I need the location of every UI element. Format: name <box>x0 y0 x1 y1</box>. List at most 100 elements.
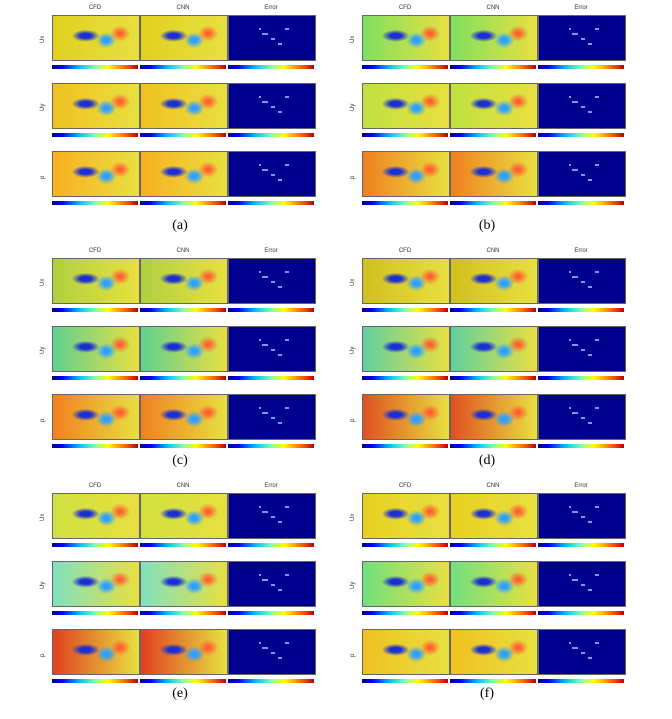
column-title: Error <box>574 248 588 254</box>
error-speckle <box>262 412 264 414</box>
error-speckle <box>278 422 280 424</box>
error-speckle <box>280 286 282 288</box>
error-speckle <box>280 111 282 113</box>
colorbar <box>538 611 624 615</box>
error-speckle <box>574 101 576 103</box>
subfigure-b: CFD CNN Error Ux Uy p <box>350 5 640 210</box>
error-speckle <box>572 344 574 346</box>
error-speckle <box>569 407 571 409</box>
flow-field-map <box>140 15 228 61</box>
error-speckle <box>595 506 597 508</box>
error-speckle <box>287 271 289 273</box>
flow-field-map <box>450 326 538 372</box>
colorbar <box>52 444 138 448</box>
error-speckle <box>278 179 280 181</box>
error-speckle <box>271 281 273 283</box>
error-speckle <box>597 164 599 166</box>
colorbar <box>362 201 448 205</box>
flow-field-map <box>140 561 228 607</box>
error-speckle <box>271 349 273 351</box>
error-speckle <box>273 652 275 654</box>
error-speckle <box>595 407 597 409</box>
error-speckle <box>595 642 597 644</box>
error-speckle <box>583 281 585 283</box>
flow-field-map <box>52 15 140 61</box>
error-speckle <box>285 96 287 98</box>
flow-field-map <box>362 394 450 440</box>
error-field-map <box>228 151 316 197</box>
colorbar <box>140 308 226 312</box>
error-speckle <box>597 642 599 644</box>
error-speckle <box>574 579 576 581</box>
error-speckle <box>266 579 268 581</box>
error-speckle <box>266 647 268 649</box>
colorbar <box>228 543 314 547</box>
error-speckle <box>569 96 571 98</box>
error-speckle <box>590 111 592 113</box>
flow-field-map <box>52 629 140 675</box>
colorbar <box>362 133 448 137</box>
error-speckle <box>262 647 264 649</box>
error-field-map <box>538 83 626 129</box>
colorbar <box>362 376 448 380</box>
error-speckle <box>597 271 599 273</box>
error-speckle <box>574 344 576 346</box>
error-speckle <box>574 276 576 278</box>
colorbar <box>538 65 624 69</box>
flow-field-map <box>140 151 228 197</box>
error-speckle <box>572 647 574 649</box>
error-speckle <box>590 422 592 424</box>
error-speckle <box>271 174 273 176</box>
error-speckle <box>287 28 289 30</box>
error-speckle <box>595 164 597 166</box>
row-label: Uy <box>40 346 46 354</box>
row-label: Uy <box>40 581 46 589</box>
error-speckle <box>574 33 576 35</box>
flow-field-map <box>450 493 538 539</box>
error-speckle <box>576 276 578 278</box>
error-field-map <box>228 394 316 440</box>
error-speckle <box>259 339 261 341</box>
colorbar <box>228 201 314 205</box>
colorbar <box>140 376 226 380</box>
error-speckle <box>262 101 264 103</box>
error-speckle <box>285 574 287 576</box>
colorbar <box>450 611 536 615</box>
column-title: Error <box>574 5 588 11</box>
error-speckle <box>278 354 280 356</box>
error-speckle <box>280 422 282 424</box>
error-field-map <box>228 15 316 61</box>
error-speckle <box>287 339 289 341</box>
error-speckle <box>266 101 268 103</box>
error-speckle <box>259 642 261 644</box>
error-field-map <box>538 629 626 675</box>
error-field-map <box>538 493 626 539</box>
colorbar <box>228 679 314 683</box>
error-speckle <box>262 276 264 278</box>
colorbar <box>52 376 138 380</box>
column-title: CNN <box>176 248 190 254</box>
error-speckle <box>581 281 583 283</box>
row-label: Uy <box>350 103 356 111</box>
column-title: CFD <box>398 5 412 11</box>
flow-field-map <box>450 258 538 304</box>
error-speckle <box>262 169 264 171</box>
error-speckle <box>581 652 583 654</box>
error-speckle <box>259 574 261 576</box>
error-speckle <box>583 584 585 586</box>
error-speckle <box>574 412 576 414</box>
flow-field-map <box>362 15 450 61</box>
error-speckle <box>583 349 585 351</box>
row-label: Ux <box>40 278 46 286</box>
subfigure-caption: (b) <box>478 218 496 233</box>
error-speckle <box>576 412 578 414</box>
subfigure-f: CFD CNN Error Ux Uy p <box>350 483 640 688</box>
row-label: p <box>40 418 46 422</box>
error-speckle <box>266 344 268 346</box>
error-speckle <box>588 422 590 424</box>
error-speckle <box>597 339 599 341</box>
error-field-map <box>228 561 316 607</box>
row-label: Ux <box>40 35 46 43</box>
error-speckle <box>271 584 273 586</box>
error-field-map <box>228 326 316 372</box>
